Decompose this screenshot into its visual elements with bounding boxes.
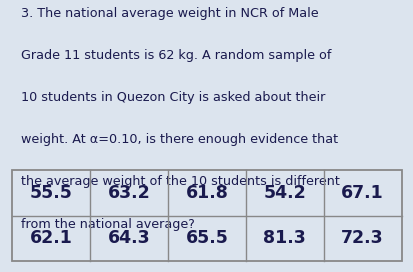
- Text: 67.1: 67.1: [340, 184, 383, 202]
- Text: 62.1: 62.1: [30, 229, 73, 247]
- Text: 10 students in Quezon City is asked about their: 10 students in Quezon City is asked abou…: [21, 91, 324, 104]
- Text: 64.3: 64.3: [108, 229, 150, 247]
- Text: weight. At α=0.10, is there enough evidence that: weight. At α=0.10, is there enough evide…: [21, 133, 337, 146]
- Text: 54.2: 54.2: [263, 184, 306, 202]
- Text: 63.2: 63.2: [107, 184, 150, 202]
- Text: Grade 11 students is 62 kg. A random sample of: Grade 11 students is 62 kg. A random sam…: [21, 49, 330, 62]
- Text: 55.5: 55.5: [30, 184, 73, 202]
- Text: 3. The national average weight in NCR of Male: 3. The national average weight in NCR of…: [21, 7, 318, 20]
- Text: the average weight of the 10 students is different: the average weight of the 10 students is…: [21, 175, 339, 188]
- Text: 81.3: 81.3: [263, 229, 306, 247]
- Text: 61.8: 61.8: [185, 184, 228, 202]
- Text: from the national average?: from the national average?: [21, 218, 194, 231]
- Text: 65.5: 65.5: [185, 229, 228, 247]
- Text: 72.3: 72.3: [341, 229, 383, 247]
